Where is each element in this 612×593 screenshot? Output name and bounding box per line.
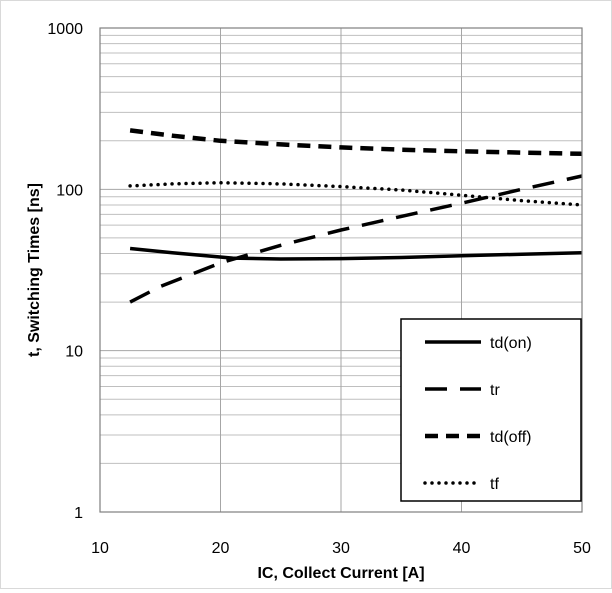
series-line-tdoff <box>129 128 583 157</box>
x-tick-label: 40 <box>453 540 471 557</box>
series-line-tf <box>128 180 584 207</box>
x-axis-label: IC, Collect Current [A] <box>257 565 424 582</box>
legend-label: td(on) <box>490 335 532 352</box>
legend-label: td(off) <box>490 429 532 446</box>
legend: td(on) tr td(off) tf <box>400 318 582 502</box>
legend-box <box>400 318 582 502</box>
legend-label: tf <box>490 476 499 493</box>
x-tick-label: 50 <box>573 540 591 557</box>
x-tick-label: 30 <box>332 540 350 557</box>
y-tick-label: 1 <box>74 505 83 522</box>
x-tick-label: 10 <box>91 540 109 557</box>
x-tick-labels: 10 20 30 40 50 <box>91 540 591 557</box>
grid-lines <box>100 28 582 513</box>
series-line-tdon <box>129 246 583 261</box>
series-lines <box>128 128 584 304</box>
plot-border <box>99 27 583 513</box>
x-tick-label: 20 <box>212 540 230 557</box>
series-line-tr <box>129 174 583 304</box>
legend-label: tr <box>490 382 500 399</box>
y-tick-labels: 1 10 100 1000 <box>47 21 83 522</box>
y-tick-label: 1000 <box>47 21 83 38</box>
y-tick-label: 10 <box>65 344 83 361</box>
y-tick-label: 100 <box>56 182 83 199</box>
y-axis-label: t, Switching Times [ns] <box>26 183 43 357</box>
